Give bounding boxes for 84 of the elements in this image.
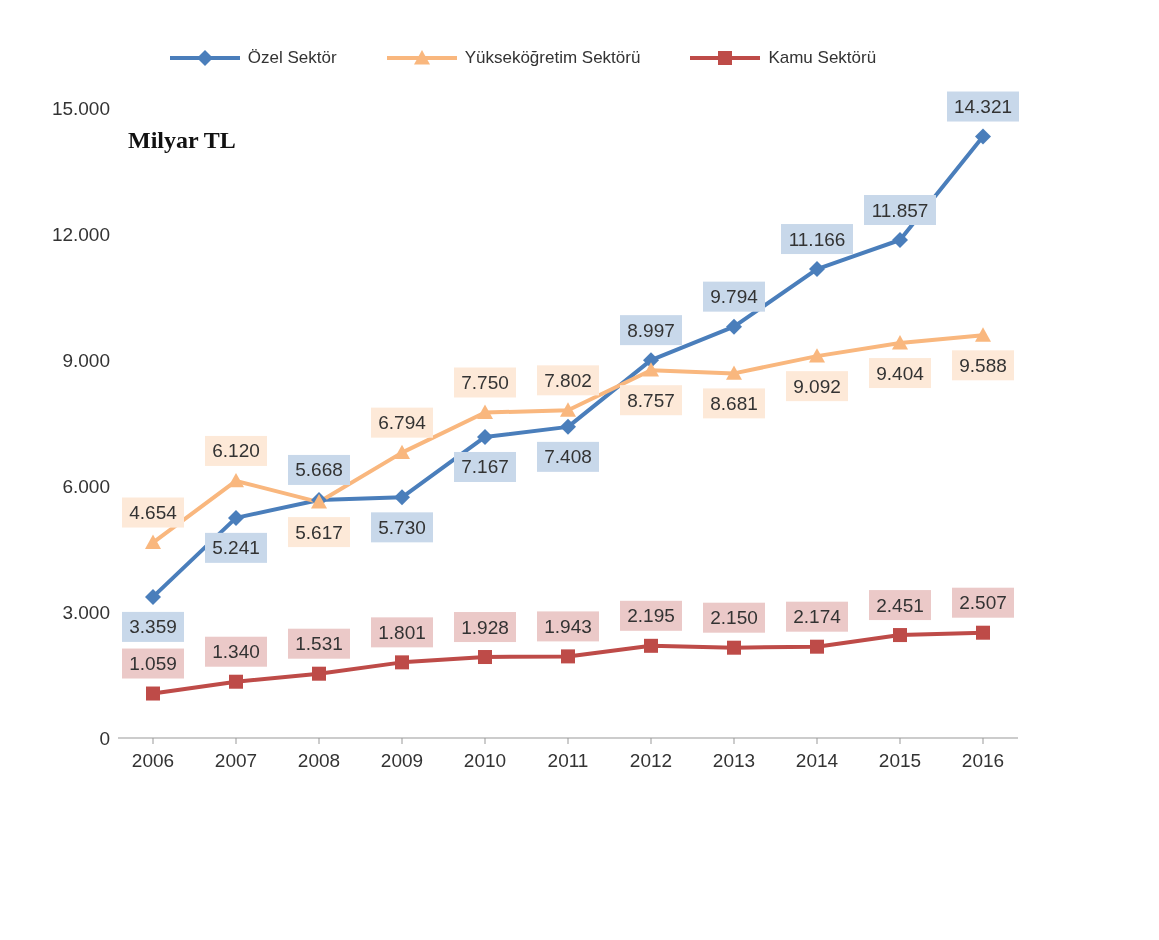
x-tick-label: 2009 [380,750,424,772]
point [228,509,244,526]
point [145,534,161,549]
data-label: 8.757 [627,389,675,411]
data-label: 8.997 [627,319,675,341]
data-label: 7.750 [461,372,509,393]
data-label: 2.507 [959,592,1007,614]
data-label: 6.794 [378,412,427,434]
data-label: 7.167 [461,456,509,478]
data-label: 1.531 [295,633,343,655]
point [478,650,492,665]
y-tick-label: 15.000 [51,97,110,119]
point [146,686,160,701]
legend-label: Özel Sektör [246,48,337,68]
data-label: 7.802 [544,369,592,391]
data-label: 11.857 [871,199,929,221]
data-label: 11.166 [788,228,846,250]
point [395,655,409,670]
point [477,428,493,445]
data-label: 9.794 [710,286,759,308]
x-tick-label: 2010 [463,750,507,772]
point [561,649,575,664]
point [726,365,742,380]
data-label: 5.241 [212,537,260,559]
data-label: 2.150 [710,607,758,629]
data-label: 7.408 [544,446,592,468]
legend-label: Kamu Sektörü [767,48,877,68]
point [477,404,493,419]
point [643,362,659,377]
data-label: 5.668 [295,459,343,481]
data-label: 1.059 [129,653,177,675]
x-tick-label: 2016 [961,750,1005,772]
data-label: 1.943 [544,615,592,637]
point [892,335,908,350]
x-tick-label: 2014 [795,750,839,772]
point [394,444,410,460]
point [892,232,908,249]
y-tick-label: 9.000 [62,349,110,371]
point [976,625,990,640]
data-label: 9.404 [876,362,925,384]
data-label: 2.195 [627,605,675,627]
x-tick-label: 2008 [297,750,341,772]
x-tick-label: 2011 [547,750,589,772]
point [975,327,991,342]
point [560,418,576,435]
point [810,639,824,654]
x-tick-label: 2012 [629,750,673,772]
x-tick-label: 2006 [131,750,175,772]
point [312,666,326,681]
data-label: 9.588 [959,354,1007,376]
point [228,472,244,488]
point [809,348,825,363]
x-tick-label: 2007 [214,750,258,772]
data-label: 5.730 [378,516,426,538]
y-tick-label: 0 [99,727,110,749]
point [394,489,410,506]
legend-label: Yükseköğretim Sektörü [463,48,641,68]
data-label: 1.801 [378,621,426,643]
data-label: 8.681 [710,392,758,414]
point [644,638,658,653]
x-tick-label: 2013 [712,750,756,772]
data-label: 2.451 [876,594,924,616]
data-label: 6.120 [212,440,260,462]
annotation: Milyar TL [128,127,236,153]
data-label: 5.617 [295,521,343,543]
data-label: 4.654 [129,502,178,524]
point [893,628,907,643]
data-label: 9.092 [793,375,841,397]
y-tick-label: 6.000 [62,475,110,497]
point [145,588,161,605]
x-tick-label: 2015 [878,750,922,772]
data-label: 14.321 [953,96,1013,118]
y-tick-label: 12.000 [51,223,110,245]
data-label: 1.928 [461,616,509,638]
data-label: 1.340 [212,641,260,663]
point [975,128,991,145]
data-label: 3.359 [129,616,177,638]
y-tick-label: 3.000 [62,601,110,623]
point [726,318,742,335]
data-label: 2.174 [793,606,842,628]
point [727,640,741,655]
point [809,261,825,278]
point [229,674,243,689]
point [560,402,576,417]
